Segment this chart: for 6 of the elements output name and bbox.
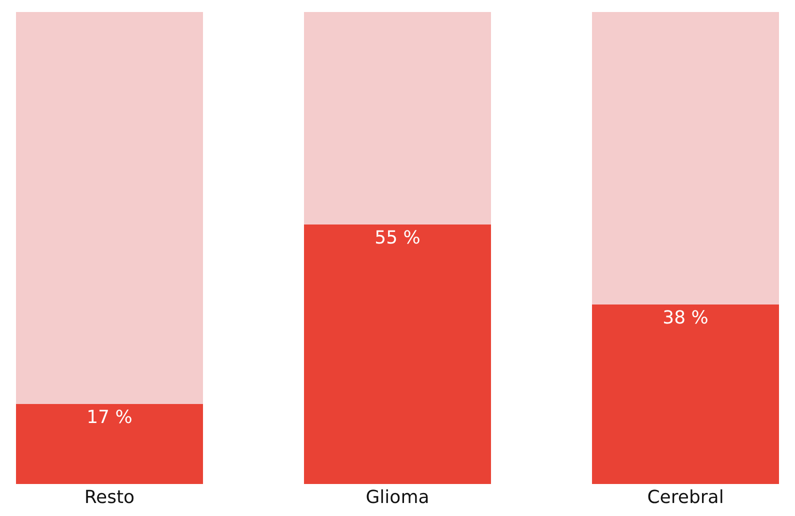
x-tick-label: Glioma <box>366 487 430 508</box>
data-label: 55 % <box>374 227 420 248</box>
data-label: 38 % <box>662 308 708 329</box>
data-label: 17 % <box>86 406 132 428</box>
x-tick-label: Cerebral <box>647 487 724 508</box>
x-tick-label: Resto <box>84 487 135 508</box>
